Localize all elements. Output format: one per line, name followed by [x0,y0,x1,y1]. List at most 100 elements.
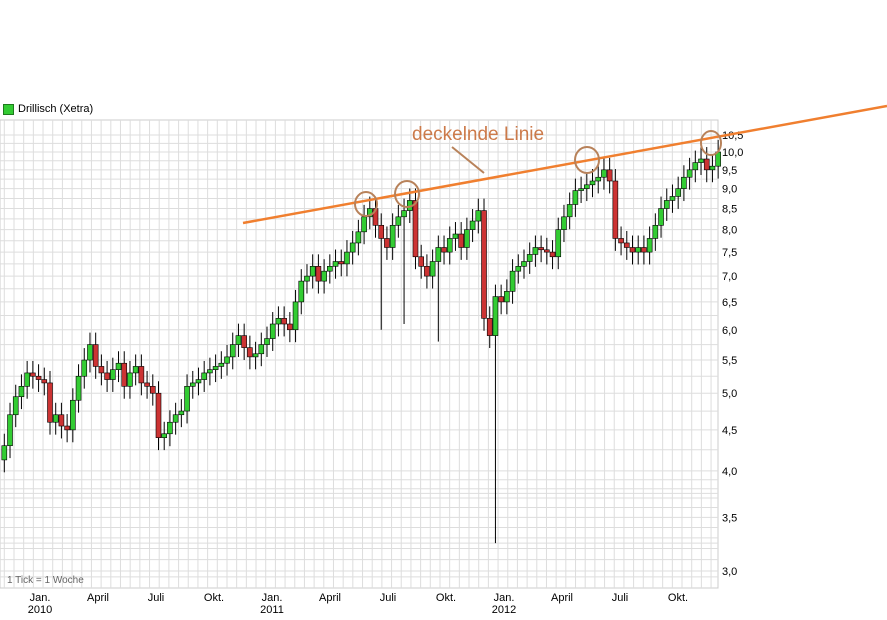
candle-up [184,386,190,412]
x-tick-label: April [319,592,341,604]
legend-swatch [3,103,14,115]
y-tick-label: 4,0 [722,466,737,478]
candle-down [641,247,647,253]
candle-down [606,169,613,182]
x-tick-year-label: 2010 [28,604,52,616]
x-tick-year-label: 2011 [260,604,284,616]
candle-up [504,291,510,303]
y-tick-label: 7,0 [722,271,737,283]
candle-up [509,270,516,292]
y-axis: 10,510,09,59,08,58,07,57,06,56,05,55,04,… [722,130,743,578]
candle-up [401,210,407,218]
candle-up [526,254,533,262]
candle-up [395,216,402,226]
candle-up [692,162,699,171]
candle-up [309,266,316,277]
candle-up [258,344,265,355]
candle-down [98,366,105,374]
candle-up [355,231,362,244]
candle-down [41,379,48,384]
y-tick-label: 6,5 [722,297,737,309]
candle-up [521,261,527,267]
candle-up [492,296,499,336]
candle-down [155,392,162,439]
candle-up [172,414,179,423]
candle-down [486,318,493,336]
candle-down [287,323,293,331]
candle-up [207,369,213,374]
highlight-circle [574,146,600,174]
legend-label: Drillisch (Xetra) [18,103,94,115]
x-tick-label: April [551,592,573,604]
candle-up [275,318,282,325]
candle-up [298,280,305,303]
candle-up [663,200,670,209]
candle-up [87,344,93,361]
candle-up [224,356,230,364]
candle-up [349,242,356,253]
x-tick-label: Okt. [436,592,456,604]
candle-up [601,169,607,178]
candle-down [138,366,145,384]
y-tick-label: 9,0 [722,184,737,196]
candle-up [161,433,168,439]
candle-down [241,335,247,348]
candle-up [235,335,242,345]
candle-up [681,176,687,189]
x-tick-label: Juli [380,592,397,604]
candle-up [327,266,333,272]
candle-up [12,396,19,416]
candle-down [247,347,253,358]
candlestick-series [1,140,721,544]
y-tick-label: 3,5 [722,512,737,524]
candle-up [229,344,236,358]
highlight-circle [354,191,378,217]
trendline [242,104,887,225]
candle-up [452,233,459,239]
y-tick-label: 5,5 [722,355,737,367]
candle-down [424,266,430,277]
candle-down [618,238,624,244]
candle-up [292,301,299,331]
candle-down [544,249,550,253]
annotation-pointer [451,146,485,174]
candle-up [389,225,396,248]
candle-down [104,372,110,380]
candle-up [195,379,202,384]
candle-down [498,296,504,303]
candle-down [47,382,53,423]
candle-up [652,225,659,239]
candle-up [561,216,567,230]
candle-up [321,270,327,282]
candle-down [30,372,36,377]
candle-down [281,318,287,325]
candle-down [338,261,345,265]
candle-down [703,158,710,171]
candle-up [435,247,442,262]
y-tick-label: 3,0 [722,566,737,578]
trendline-annotation: deckelnde Linie [412,124,545,145]
candle-up [252,353,259,358]
candle-up [115,362,122,370]
y-tick-label: 8,0 [722,225,737,237]
candle-down [629,247,636,253]
candle-up [264,338,270,345]
highlight-circle [700,130,722,156]
candle-up [52,414,59,423]
y-tick-label: 7,5 [722,247,737,259]
x-tick-label: Okt. [204,592,224,604]
candle-up [566,204,573,218]
y-tick-label: 10,0 [722,147,743,159]
candle-up [110,369,116,380]
candle-up [698,158,704,163]
y-tick-label: 5,0 [722,388,737,400]
candle-down [538,247,544,251]
candle-up [201,372,207,380]
candle-up [344,251,350,265]
annotation-overlay [242,104,887,225]
candle-up [572,190,579,205]
candle-up [304,275,310,282]
candle-up [212,366,219,370]
candle-down [549,251,556,258]
